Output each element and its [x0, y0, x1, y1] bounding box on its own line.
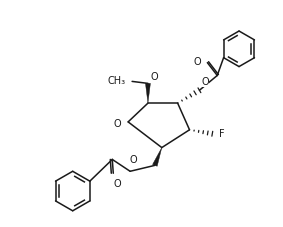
Text: O: O: [129, 155, 137, 165]
Text: CH₃: CH₃: [107, 76, 125, 86]
Text: O: O: [194, 57, 201, 67]
Text: F: F: [219, 129, 225, 139]
Text: O: O: [201, 77, 209, 87]
Text: O: O: [151, 72, 158, 82]
Text: O: O: [113, 179, 121, 189]
Polygon shape: [145, 83, 150, 103]
Polygon shape: [153, 148, 162, 166]
Text: O: O: [113, 119, 121, 129]
